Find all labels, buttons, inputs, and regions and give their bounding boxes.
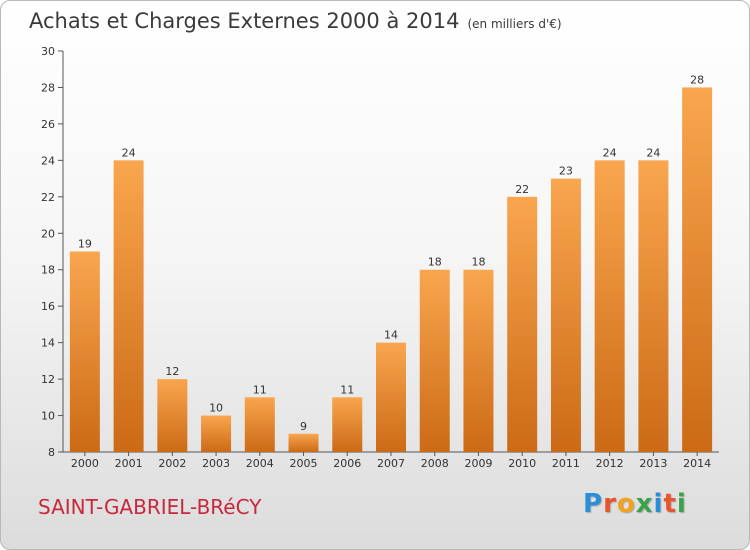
x-tick-label: 2011 [552, 457, 580, 470]
y-tick-label: 26 [41, 118, 55, 131]
x-tick-label: 2002 [158, 457, 186, 470]
y-tick-label: 20 [41, 227, 55, 240]
logo-letter: P [583, 489, 604, 519]
logo-letter: r [603, 489, 617, 519]
logo-letter: i [653, 489, 664, 519]
y-tick-label: 18 [41, 264, 55, 277]
bar-2001 [113, 160, 144, 452]
chart-unit: (en milliers d'€) [467, 17, 562, 31]
x-tick-label: 2004 [246, 457, 274, 470]
bar-value-label: 18 [471, 256, 485, 269]
bar-2009 [463, 269, 494, 452]
bar-2008 [419, 269, 450, 452]
bar-value-label: 28 [690, 73, 704, 86]
y-tick-label: 16 [41, 300, 55, 313]
chart-title: Achats et Charges Externes 2000 à 2014 (e… [29, 9, 562, 33]
y-tick-label: 8 [48, 446, 55, 459]
bar-value-label: 24 [603, 146, 617, 159]
x-tick-label: 2001 [115, 457, 143, 470]
x-tick-label: 2013 [639, 457, 667, 470]
logo-letter: o [616, 489, 636, 519]
y-tick-label: 14 [41, 337, 55, 350]
city-name: SAINT-GABRIEL-BRéCY [38, 495, 262, 519]
y-tick-label: 28 [41, 81, 55, 94]
x-tick-label: 2010 [508, 457, 536, 470]
x-tick-label: 2008 [421, 457, 449, 470]
y-tick-label: 22 [41, 191, 55, 204]
x-tick-label: 2007 [377, 457, 405, 470]
x-tick-label: 2009 [464, 457, 492, 470]
bar-2003 [201, 415, 232, 452]
chart-title-text: Achats et Charges Externes 2000 à 2014 [29, 9, 460, 33]
bar-value-label: 12 [165, 365, 179, 378]
bar-value-label: 24 [646, 146, 660, 159]
x-tick-label: 2012 [596, 457, 624, 470]
bar-value-label: 14 [384, 329, 398, 342]
bar-2004 [244, 397, 275, 452]
x-tick-label: 2014 [683, 457, 711, 470]
bar-value-label: 19 [78, 238, 92, 251]
logo-letter: i [676, 489, 687, 519]
proxiti-logo: Proxiti [583, 489, 687, 519]
logo-letter: t [663, 489, 677, 519]
bar-2007 [376, 342, 406, 452]
x-tick-label: 2005 [290, 457, 318, 470]
y-tick-label: 12 [41, 373, 55, 386]
bar-2014 [682, 87, 713, 453]
bar-2013 [638, 160, 669, 452]
bar-2005 [288, 433, 319, 452]
bar-2012 [594, 160, 625, 452]
bar-value-label: 22 [515, 183, 529, 196]
x-tick-label: 2006 [333, 457, 361, 470]
bar-2010 [507, 196, 538, 452]
logo-letter: x [635, 489, 654, 519]
y-tick-label: 10 [41, 410, 55, 423]
bar-value-label: 11 [340, 383, 354, 396]
bar-value-label: 18 [428, 256, 442, 269]
bar-value-label: 10 [209, 402, 223, 415]
bar-2006 [332, 397, 363, 452]
bar-value-label: 9 [300, 420, 307, 433]
bar-2011 [550, 178, 581, 452]
bar-value-label: 24 [122, 146, 136, 159]
bar-value-label: 23 [559, 165, 573, 178]
x-tick-label: 2000 [71, 457, 99, 470]
y-tick-label: 30 [41, 45, 55, 58]
x-tick-label: 2003 [202, 457, 230, 470]
bar-2002 [157, 379, 188, 452]
bar-2000 [69, 251, 100, 452]
bar-value-label: 11 [253, 383, 267, 396]
y-tick-label: 24 [41, 154, 55, 167]
